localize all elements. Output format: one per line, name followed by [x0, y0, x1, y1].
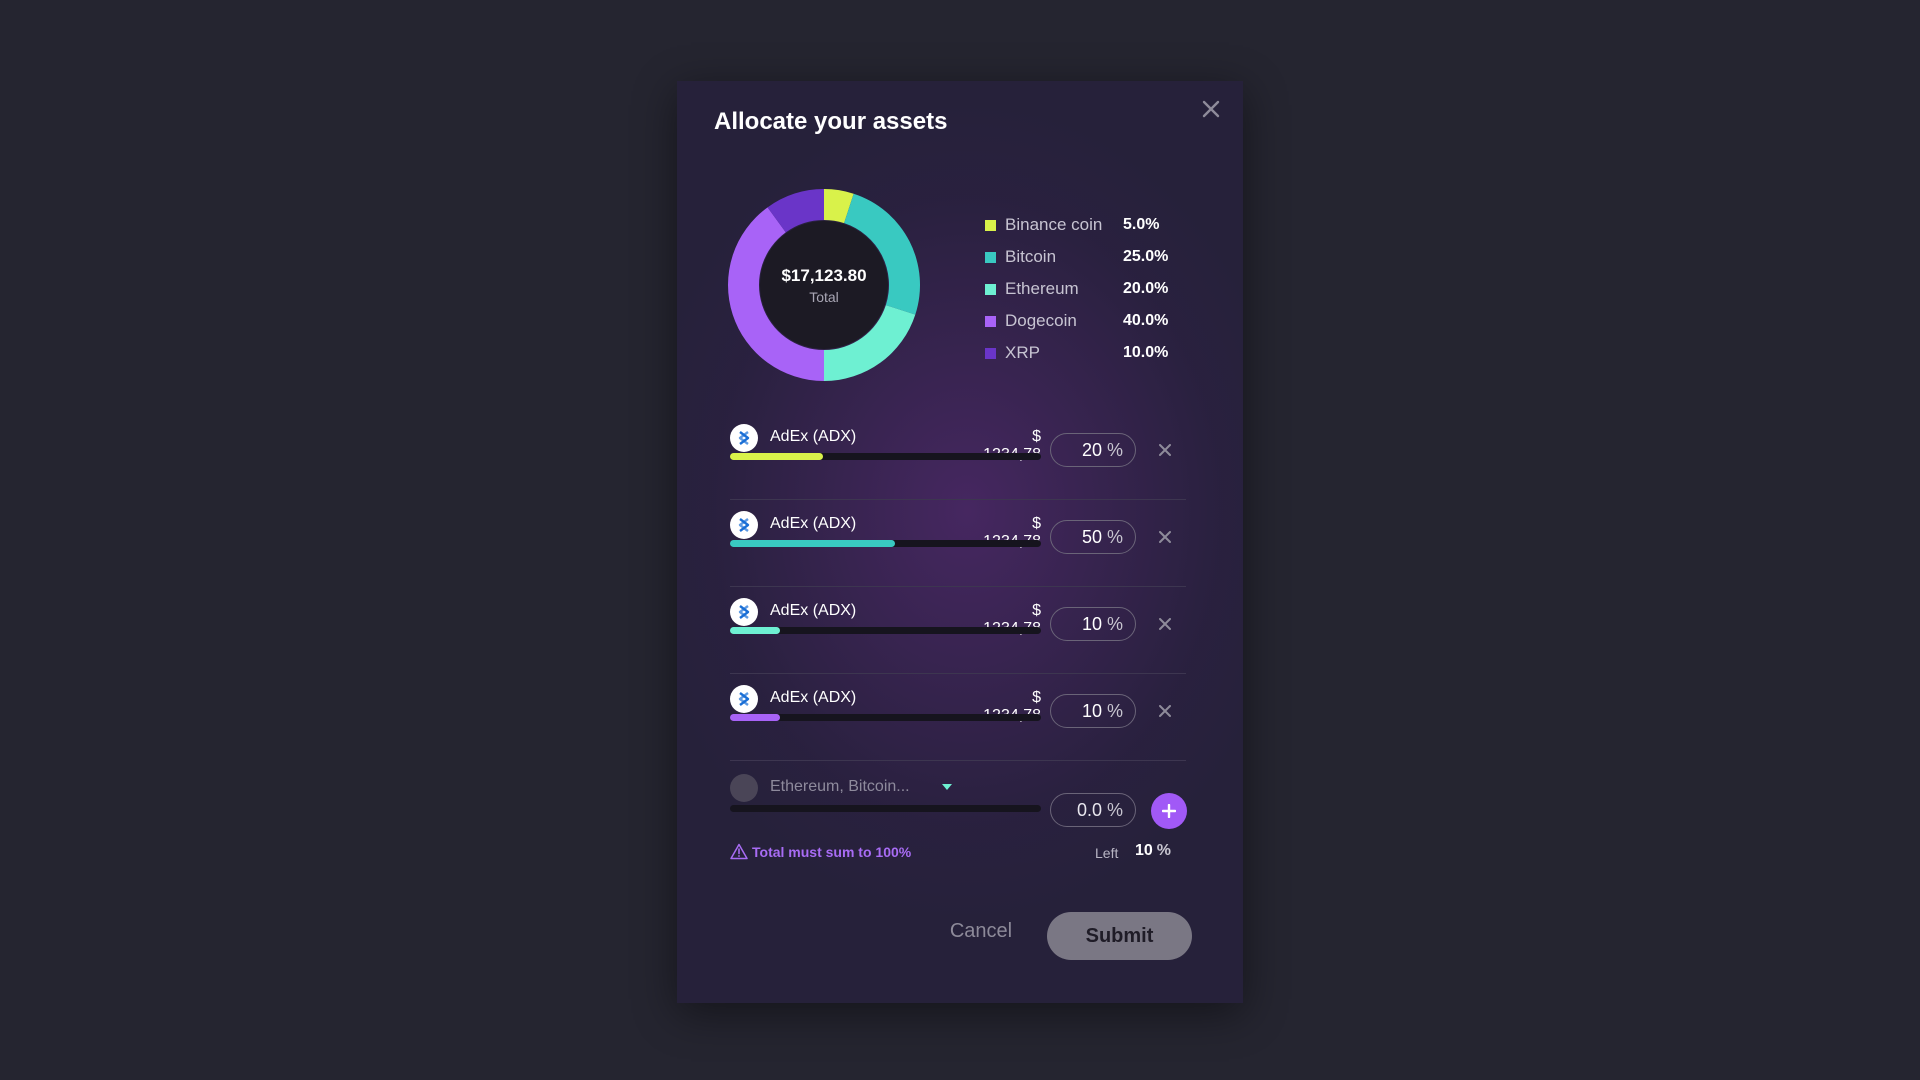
percent-input[interactable]: 20%	[1050, 433, 1136, 467]
percent-value: 10	[1081, 700, 1102, 721]
chart-legend: Binance coin 5.0% Bitcoin 25.0% Ethereum 20.0…	[985, 209, 1168, 369]
percent-value: 10	[1081, 613, 1102, 634]
asset-name: AdEx (ADX)	[770, 689, 857, 706]
percent-value: 20	[1081, 439, 1102, 460]
donut-hole	[760, 221, 888, 349]
new-asset-percent-unit: %	[1106, 799, 1123, 820]
percent-input[interactable]: 50%	[1050, 520, 1136, 554]
percent-unit: %	[1106, 439, 1123, 460]
legend-item: XRP 10.0%	[985, 337, 1168, 369]
legend-swatch	[985, 251, 996, 263]
allocation-progress-track	[730, 453, 1041, 460]
warning-text: Total must sum to 100%	[752, 843, 912, 860]
legend-label: Ethereum	[1005, 279, 1079, 298]
donut-slice-dogecoin	[728, 207, 824, 381]
legend-swatch	[985, 347, 996, 359]
legend-value: 5.0%	[1123, 216, 1160, 233]
plus-icon	[1162, 804, 1176, 818]
close-icon	[1202, 100, 1220, 118]
asset-select[interactable]: Ethereum, Bitcoin...	[770, 778, 910, 795]
close-icon	[1159, 618, 1171, 630]
new-asset-row: Ethereum, Bitcoin... 0.0 %	[730, 761, 1187, 857]
remaining-label: Left	[1095, 845, 1119, 861]
remaining-unit: %	[1156, 842, 1172, 859]
asset-name: AdEx (ADX)	[770, 515, 857, 532]
legend-value: 20.0%	[1123, 280, 1169, 297]
legend-item: Bitcoin 25.0%	[985, 241, 1168, 273]
asset-row: AdEx (ADX)$ 1234,7820%	[730, 413, 1186, 500]
close-icon	[1159, 705, 1171, 717]
remove-asset-button[interactable]	[1154, 439, 1176, 461]
remaining-value: 10%	[1135, 842, 1171, 860]
donut-slice-xrp	[767, 189, 824, 233]
legend-item: Binance coin 5.0%	[985, 209, 1168, 241]
donut-slice-binance-coin	[824, 189, 854, 224]
allocation-progress-fill	[730, 714, 780, 721]
donut-slice-bitcoin	[844, 193, 920, 315]
modal-title: Allocate your assets	[714, 108, 948, 135]
remove-asset-button[interactable]	[1154, 613, 1176, 635]
percent-input[interactable]: 10%	[1050, 607, 1136, 641]
legend-item: Ethereum 20.0%	[985, 273, 1168, 305]
remaining-number: 10	[1135, 842, 1153, 859]
legend-label: Dogecoin	[1005, 311, 1077, 330]
legend-swatch	[985, 315, 996, 327]
asset-row: AdEx (ADX)$ 1234,7810%	[730, 587, 1186, 674]
legend-value: 25.0%	[1123, 248, 1169, 265]
legend-item: Dogecoin 40.0%	[985, 305, 1168, 337]
asset-row: AdEx (ADX)$ 1234,7810%	[730, 674, 1186, 761]
chevron-down-icon[interactable]	[942, 784, 952, 790]
asset-list: AdEx (ADX)$ 1234,7820%AdEx (ADX)$ 1234,7…	[730, 413, 1187, 857]
remove-asset-button[interactable]	[1154, 700, 1176, 722]
allocation-progress-track	[730, 627, 1041, 634]
adex-icon	[730, 598, 758, 626]
adex-icon	[730, 511, 758, 539]
new-asset-percent-value: 0.0	[1076, 799, 1102, 820]
percent-value: 50	[1081, 526, 1102, 547]
close-icon	[1159, 444, 1171, 456]
remove-asset-button[interactable]	[1154, 526, 1176, 548]
allocation-progress-track	[730, 714, 1041, 721]
allocation-progress-track	[730, 540, 1041, 547]
submit-button[interactable]: Submit	[1047, 912, 1192, 960]
asset-name: AdEx (ADX)	[770, 602, 857, 619]
legend-label: XRP	[1005, 343, 1040, 362]
new-asset-progress-track	[730, 805, 1041, 812]
coin-placeholder-icon	[730, 774, 758, 802]
donut-slice-ethereum	[824, 305, 916, 381]
asset-row: AdEx (ADX)$ 1234,7850%	[730, 500, 1186, 587]
adex-icon	[730, 424, 758, 452]
percent-input[interactable]: 10%	[1050, 694, 1136, 728]
legend-swatch	[985, 283, 996, 295]
warning-icon	[730, 843, 748, 860]
new-asset-percent-input[interactable]: 0.0 %	[1050, 793, 1136, 827]
allocation-progress-fill	[730, 453, 824, 460]
legend-swatch	[985, 219, 996, 231]
allocate-assets-modal: Allocate your assets $17,123.80 Total Bi…	[677, 81, 1243, 1003]
allocation-progress-fill	[730, 627, 780, 634]
legend-value: 40.0%	[1123, 312, 1169, 329]
adex-icon	[730, 685, 758, 713]
cancel-button[interactable]: Cancel	[921, 916, 1041, 946]
asset-name: AdEx (ADX)	[770, 428, 857, 445]
add-asset-button[interactable]	[1151, 793, 1187, 829]
legend-value: 10.0%	[1123, 344, 1169, 361]
sum-warning: Total must sum to 100%	[730, 843, 911, 860]
legend-label: Bitcoin	[1005, 247, 1057, 266]
percent-unit: %	[1106, 613, 1123, 634]
allocation-donut-chart	[728, 189, 920, 381]
allocation-progress-fill	[730, 540, 895, 547]
close-icon	[1159, 531, 1171, 543]
close-button[interactable]	[1197, 95, 1225, 123]
legend-label: Binance coin	[1005, 215, 1103, 234]
percent-unit: %	[1106, 526, 1123, 547]
percent-unit: %	[1106, 700, 1123, 721]
